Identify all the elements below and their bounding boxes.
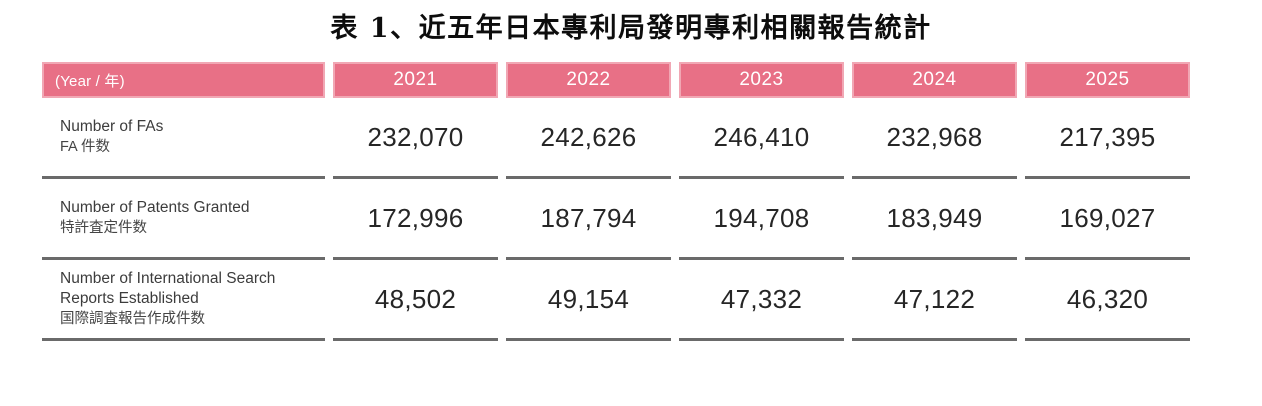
value-cell: 183,949 xyxy=(852,179,1017,260)
value-cell: 169,027 xyxy=(1025,179,1190,260)
value-cell: 49,154 xyxy=(506,260,671,341)
row-label-fas-ja: FA 件数 xyxy=(60,138,110,155)
value-cell: 232,968 xyxy=(852,98,1017,179)
row-label-patents-granted-en: Number of Patents Granted xyxy=(60,198,250,216)
value-cell: 217,395 xyxy=(1025,98,1190,179)
row-label-isr: Number of International Search Reports E… xyxy=(42,260,325,341)
row-label-fas-en: Number of FAs xyxy=(60,117,164,135)
row-label-isr-en: Number of International Search Reports E… xyxy=(60,270,276,307)
value-cell: 172,996 xyxy=(333,179,498,260)
row-label-fas: Number of FAs FA 件数 xyxy=(42,98,325,179)
value-cell: 48,502 xyxy=(333,260,498,341)
year-header-2022: 2022 xyxy=(506,62,671,98)
year-header-2025: 2025 xyxy=(1025,62,1190,98)
year-header-2021: 2021 xyxy=(333,62,498,98)
year-header-cell: (Year / 年) xyxy=(42,62,325,98)
year-header-2024: 2024 xyxy=(852,62,1017,98)
value-cell: 232,070 xyxy=(333,98,498,179)
stats-table: (Year / 年) 2021 2022 2023 2024 2025 Numb… xyxy=(42,62,1190,341)
table-title: 表 1、近五年日本專利局發明專利相關報告統計 xyxy=(330,13,932,44)
value-cell: 47,122 xyxy=(852,260,1017,341)
value-cell: 242,626 xyxy=(506,98,671,179)
row-label-patents-granted: Number of Patents Granted 特許査定件数 xyxy=(42,179,325,260)
row-label-isr-ja: 国際調査報告作成件数 xyxy=(60,310,205,327)
row-label-patents-granted-ja: 特許査定件数 xyxy=(60,219,147,236)
value-cell: 246,410 xyxy=(679,98,844,179)
value-cell: 47,332 xyxy=(679,260,844,341)
year-header-2023: 2023 xyxy=(679,62,844,98)
value-cell: 187,794 xyxy=(506,179,671,260)
value-cell: 194,708 xyxy=(679,179,844,260)
value-cell: 46,320 xyxy=(1025,260,1190,341)
